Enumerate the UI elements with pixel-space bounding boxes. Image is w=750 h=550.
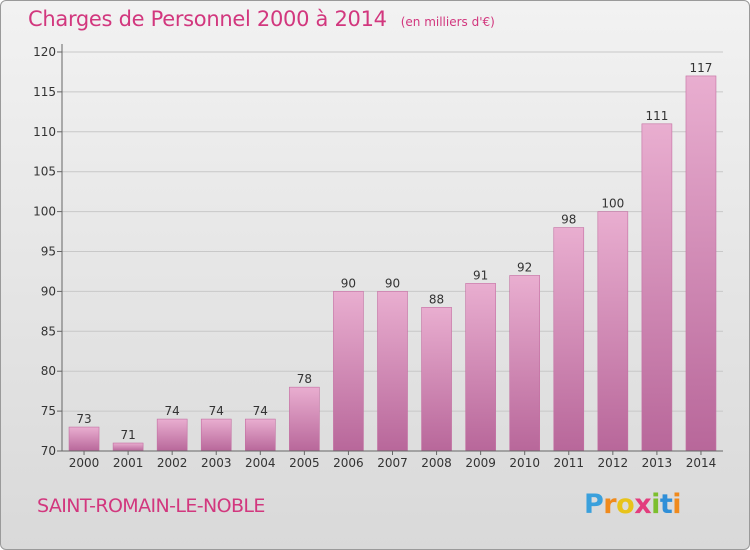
x-tick-label: 2001 [113, 456, 144, 470]
y-tick-label: 95 [41, 245, 56, 259]
x-tick-label: 2008 [421, 456, 452, 470]
data-label: 91 [473, 268, 488, 282]
y-tick-label: 110 [33, 125, 56, 139]
data-label: 88 [429, 292, 444, 306]
bar [200, 418, 232, 452]
data-label: 74 [209, 404, 224, 418]
y-tick-label: 100 [33, 205, 56, 219]
y-tick-label: 75 [41, 404, 56, 418]
y-tick-label: 115 [33, 85, 56, 99]
bar [641, 123, 673, 452]
y-tick-label: 85 [41, 324, 56, 338]
x-tick-label: 2002 [157, 456, 188, 470]
bar [289, 386, 320, 452]
x-tick-label: 2012 [598, 456, 629, 470]
bar [685, 75, 717, 452]
bars: 73 71 74 74 74 78 90 90 88 91 92 98 100 111 117 [68, 61, 717, 452]
chart-subtitle: (en milliers d'€) [400, 15, 495, 29]
proxiti-logo: Proxiti [584, 489, 682, 520]
logo-letter: x [634, 489, 652, 520]
x-tick-label: 2000 [69, 456, 100, 470]
bar [68, 426, 100, 452]
data-label: 92 [517, 260, 532, 274]
x-tick-label: 2014 [686, 456, 717, 470]
data-label: 74 [253, 404, 268, 418]
y-tick-label: 120 [33, 45, 56, 59]
data-label: 98 [561, 213, 576, 227]
data-label: 90 [341, 276, 356, 290]
commune-name: SAINT-ROMAIN-LE-NOBLE [37, 495, 265, 517]
bar [377, 291, 408, 452]
y-tick-label: 80 [41, 364, 56, 378]
bar [245, 418, 276, 452]
x-tick-label: 2003 [201, 456, 232, 470]
logo-letter: i [651, 489, 660, 520]
data-label: 73 [76, 412, 91, 426]
data-label: 117 [690, 61, 713, 75]
chart-title-text: Charges de Personnel 2000 à 2014 [28, 7, 387, 31]
chart-title: Charges de Personnel 2000 à 2014 (en mill… [28, 7, 495, 31]
data-label: 74 [165, 404, 180, 418]
data-label: 71 [120, 428, 135, 442]
x-tick-label: 2006 [333, 456, 364, 470]
bar [333, 291, 364, 452]
logo-letter: i [672, 489, 682, 520]
data-label: 78 [297, 372, 312, 386]
logo-letter: P [584, 489, 604, 520]
bar [553, 227, 585, 452]
x-tick-label: 2010 [509, 456, 540, 470]
bar [509, 275, 541, 452]
y-tick-label: 90 [41, 284, 56, 298]
y-tick-label: 105 [33, 165, 56, 179]
logo-letter: o [616, 489, 635, 520]
x-tick-label: 2005 [289, 456, 320, 470]
bar [156, 418, 188, 452]
data-label: 111 [645, 109, 668, 123]
bar [112, 442, 144, 452]
y-tick-label: 70 [41, 444, 56, 458]
bar [421, 307, 452, 452]
data-label: 90 [385, 276, 400, 290]
x-tick-label: 2011 [553, 456, 584, 470]
bar [465, 283, 496, 452]
x-tick-label: 2004 [245, 456, 276, 470]
logo-letter: t [659, 489, 673, 520]
bar [597, 211, 629, 452]
x-tick-label: 2009 [465, 456, 496, 470]
data-label: 100 [601, 197, 624, 211]
logo-letter: r [603, 489, 617, 520]
axes: 70 75 80 85 90 95 100 105 110 115 120 2000 2001 2002 2… [33, 44, 723, 470]
x-tick-label: 2013 [642, 456, 673, 470]
x-tick-label: 2007 [377, 456, 408, 470]
